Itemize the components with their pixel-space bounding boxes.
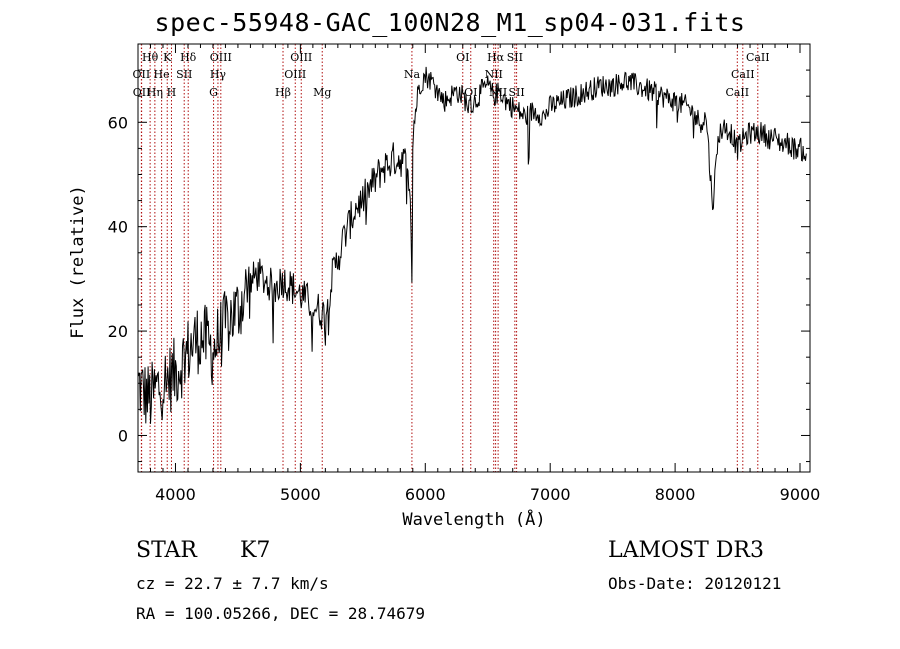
line-marker-label: Hη — [147, 86, 163, 99]
line-marker-label: Na — [404, 68, 421, 81]
x-tick-label: 6000 — [405, 485, 446, 504]
line-marker-label: SII — [508, 86, 524, 99]
line-marker-label: NII — [485, 68, 503, 81]
coordinates: RA = 100.05266, DEC = 28.74679 — [136, 604, 425, 623]
x-tick-label: 4000 — [155, 485, 196, 504]
x-tick-label: 7000 — [530, 485, 571, 504]
line-marker-label: Hδ — [180, 51, 197, 64]
line-marker-label: SII — [507, 51, 523, 64]
line-marker-label: CaII — [731, 68, 755, 81]
object-type: STAR — [136, 538, 197, 563]
line-markers — [140, 44, 759, 472]
line-marker-label: He — [154, 68, 170, 81]
y-axis-ticks: 0 20 40 60 — [108, 43, 810, 463]
line-marker-label: OII — [133, 86, 151, 99]
line-marker-label: OIII — [290, 51, 312, 64]
line-marker-label: OII — [133, 68, 151, 81]
line-marker-label: OIII — [210, 51, 232, 64]
chart-title: spec-55948-GAC_100N28_M1_sp04-031.fits — [154, 8, 746, 37]
y-tick-label: 60 — [108, 113, 128, 132]
line-marker-label: G — [209, 86, 218, 99]
y-axis-label: Flux (relative) — [68, 185, 88, 339]
line-marker-label: Hθ — [142, 51, 159, 64]
y-tick-label: 40 — [108, 218, 128, 237]
y-tick-label: 0 — [118, 426, 128, 445]
series-layer — [137, 66, 807, 424]
line-marker-label: K — [163, 51, 172, 64]
x-tick-label: 5000 — [280, 485, 321, 504]
x-tick-label: 8000 — [655, 485, 696, 504]
line-marker-label: H — [167, 86, 177, 99]
object-subclass: K7 — [240, 538, 271, 563]
line-marker-label: SII — [176, 68, 192, 81]
line-marker-label: Mg — [313, 86, 331, 99]
line-marker-label: Hα — [487, 51, 505, 64]
x-axis-ticks: 4000 5000 6000 7000 8000 9000 — [149, 44, 821, 504]
line-marker-label: OI — [456, 51, 469, 64]
redshift-velocity: cz = 22.7 ± 7.7 km/s — [136, 574, 329, 593]
survey-name: LAMOST DR3 — [608, 538, 764, 563]
line-marker-label: Hγ — [210, 68, 227, 81]
observation-date: Obs-Date: 20120121 — [608, 574, 782, 593]
line-marker-label: CaII — [746, 51, 770, 64]
plot-frame — [137, 43, 811, 473]
x-tick-label: 9000 — [780, 485, 821, 504]
line-marker-label: Hβ — [275, 86, 291, 99]
x-axis-label: Wavelength (Å) — [402, 510, 546, 530]
y-tick-label: 20 — [108, 322, 128, 341]
series-spectrum — [137, 66, 807, 424]
line-marker-label: CaII — [725, 86, 749, 99]
line-marker-labels: Hθ OII OII K He Hη Hδ SII H OIII Hγ G OIII OIII Hβ Mg Na… — [133, 51, 770, 99]
line-marker-label: OIII — [284, 68, 306, 81]
